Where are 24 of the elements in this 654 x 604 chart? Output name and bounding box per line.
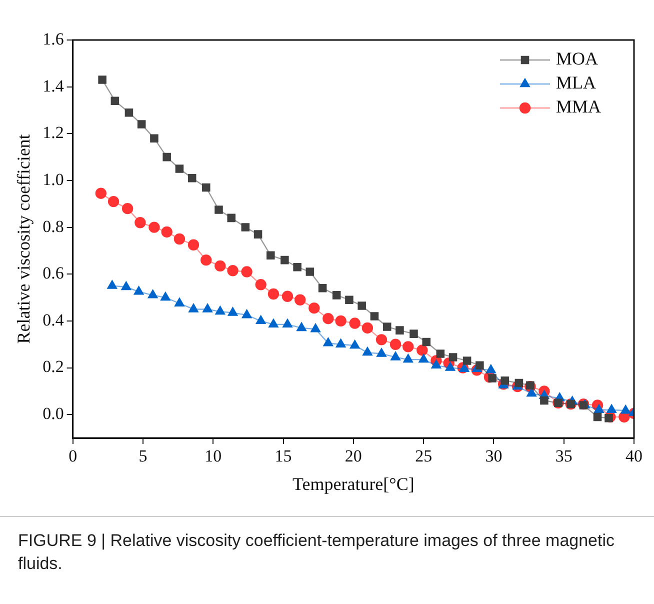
x-tick-label: 15 (274, 446, 292, 466)
x-tick-label: 25 (415, 446, 432, 466)
y-axis-title: Relative viscosity coefficient (14, 134, 34, 344)
x-axis-title: Temperature[°C] (292, 474, 414, 494)
x-tick-label: 35 (555, 446, 572, 466)
legend-label: MLA (556, 72, 596, 93)
y-tick-label: 0.8 (42, 216, 64, 236)
y-tick-label: 1.0 (42, 170, 64, 189)
legend-label: MOA (556, 48, 598, 69)
x-tick-label: 40 (626, 446, 642, 466)
x-tick-label: 30 (485, 446, 502, 466)
x-tick-label: 20 (344, 446, 362, 466)
x-tick-label: 0 (68, 446, 78, 466)
y-tick-label: 0.0 (42, 404, 64, 424)
y-tick-label: 0.6 (42, 264, 64, 283)
legend-label: MMA (556, 96, 602, 117)
caption: FIGURE 9 | Relative viscosity coefficient-temperature images of three magnetic fluids. (18, 530, 616, 575)
y-tick-label: 1.6 (42, 29, 64, 48)
x-tick-label: 5 (138, 446, 148, 466)
y-tick-label: 0.4 (42, 310, 64, 330)
y-tick-label: 1.2 (42, 123, 64, 142)
x-tick-label: 10 (204, 446, 222, 466)
y-tick-label: 0.2 (42, 357, 64, 376)
y-tick-label: 1.4 (42, 76, 64, 96)
